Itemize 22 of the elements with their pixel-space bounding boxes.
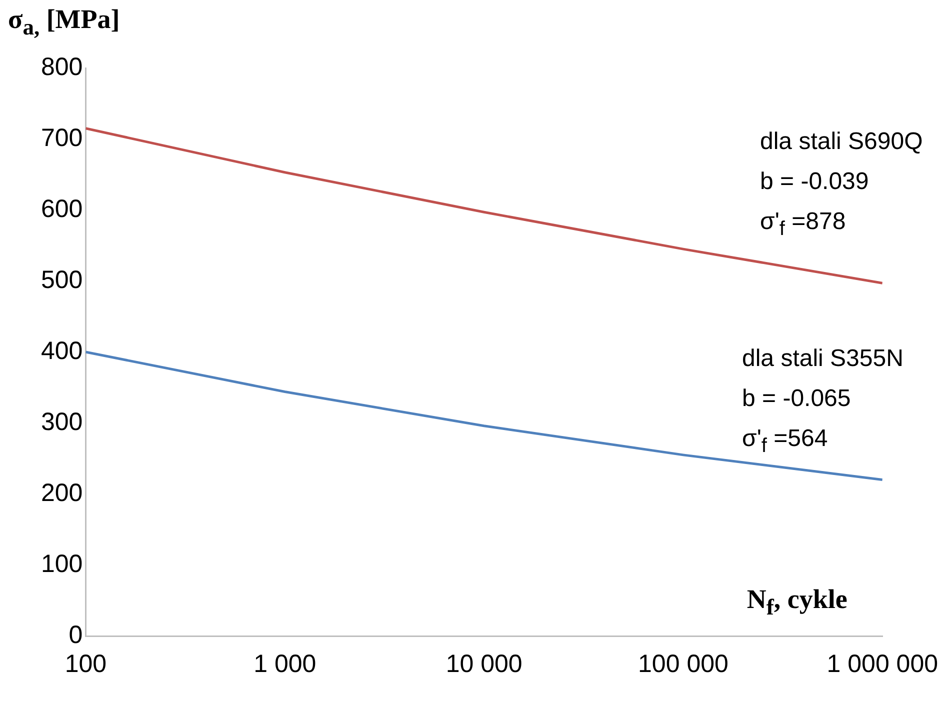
x-axis-title: N$_{f}$, cykle [746, 584, 848, 620]
x-tick-label: 100 000 [638, 650, 728, 678]
x-tick-label: 100 [64, 650, 107, 678]
annotation: σ'$_{f}$ =564 [742, 425, 828, 458]
annotation: σ'$_{f}$ =878 [760, 208, 846, 241]
y-tick-label: 300 [40, 408, 83, 436]
y-tick-label: 800 [40, 52, 83, 81]
y-tick-label: 600 [40, 194, 83, 223]
x-tick-label: 10 000 [446, 650, 522, 678]
y-tick-label: 700 [40, 124, 83, 152]
y-tick-label: 100 [40, 550, 83, 578]
annotation: dla stali S355N [742, 345, 904, 373]
y-tick-label: 200 [40, 478, 83, 507]
annotation: b = -0.039 [760, 168, 869, 196]
annotation: dla stali S690Q [760, 128, 923, 156]
y-tick-label: 500 [40, 266, 83, 294]
x-tick-label: 1 000 [254, 650, 316, 678]
annotation: b = -0.065 [742, 385, 851, 413]
y-axis-title: σ$_{a,}$ [MPa] [8, 4, 120, 40]
y-tick-label: 400 [40, 336, 83, 365]
y-tick-label: 0 [68, 620, 83, 649]
x-tick-label: 1 000 000 [826, 650, 938, 678]
